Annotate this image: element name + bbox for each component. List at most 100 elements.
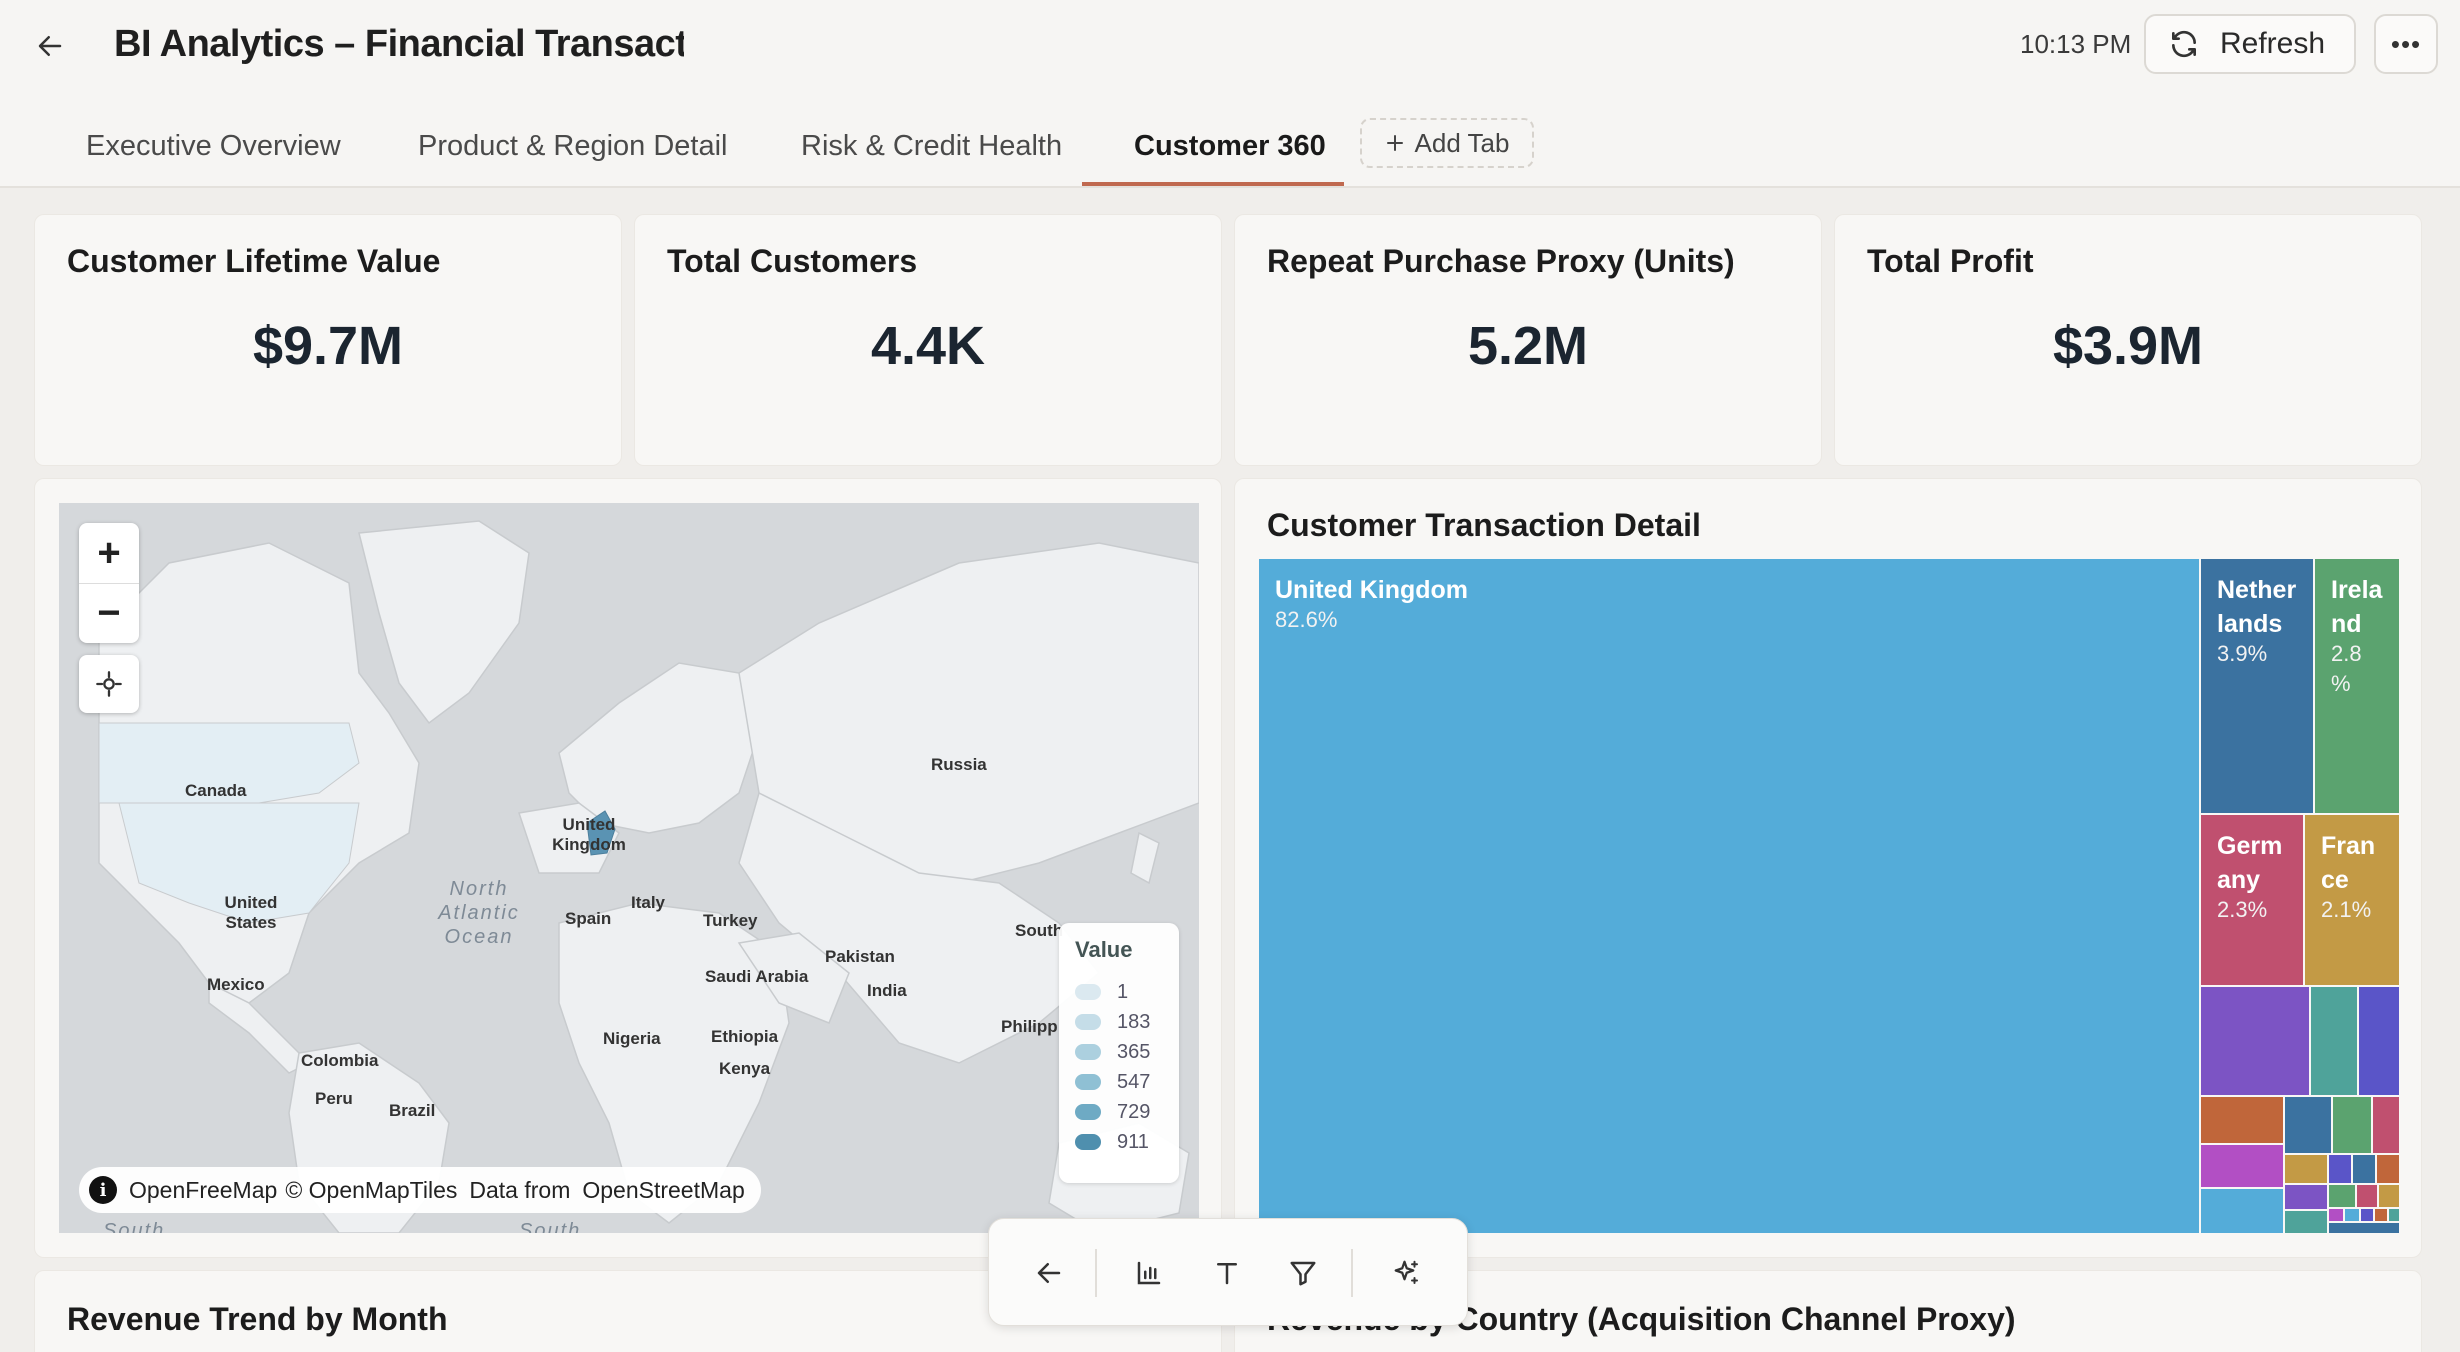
- treemap-cell-small[interactable]: [2285, 1097, 2331, 1153]
- crosshair-icon: [96, 671, 122, 697]
- map-legend: Value 1 183 365 547 729 911: [1059, 923, 1179, 1183]
- minus-icon: −: [97, 591, 121, 635]
- treemap-cell-small[interactable]: [2285, 1185, 2327, 1209]
- treemap-cell-small[interactable]: [2201, 1097, 2283, 1143]
- treemap-cell-pct: 2.8 %: [2331, 641, 2362, 696]
- locate-button[interactable]: [79, 655, 139, 713]
- treemap-cell-small[interactable]: [2359, 987, 2399, 1095]
- toolbar-back-button[interactable]: [1027, 1251, 1071, 1295]
- treemap-cell-ireland[interactable]: Irela nd 2.8 %: [2315, 559, 2399, 813]
- legend-swatch: [1075, 1014, 1101, 1030]
- toolbar-add-text-button[interactable]: [1205, 1251, 1249, 1295]
- map-card: + − Canada United States Mexico Colombia…: [34, 478, 1222, 1258]
- tab-customer-360[interactable]: Customer 360: [1134, 130, 1326, 162]
- add-tab-button[interactable]: Add Tab: [1360, 118, 1534, 168]
- legend-label: 365: [1117, 1040, 1151, 1063]
- treemap-cell-label: United Kingdom: [1275, 576, 1469, 604]
- map-label-south-1: South: [103, 1220, 166, 1233]
- map-label-russia: Russia: [931, 755, 987, 774]
- map-label-united-states: United States: [224, 893, 278, 932]
- filter-icon: [1290, 1261, 1316, 1286]
- toolbar-ai-button[interactable]: [1385, 1251, 1429, 1295]
- tab-product-region-detail[interactable]: Product & Region Detail: [418, 130, 728, 162]
- kpi-value: $9.7M: [252, 316, 404, 376]
- treemap-cell-small[interactable]: [2357, 1185, 2377, 1207]
- floating-toolbar: [988, 1218, 1468, 1326]
- treemap-cell-small[interactable]: [2201, 1145, 2283, 1187]
- map-label-spain: Spain: [565, 909, 612, 928]
- treemap-cell-small[interactable]: [2201, 987, 2309, 1095]
- zoom-in-button[interactable]: +: [79, 523, 139, 583]
- more-options-button[interactable]: •••: [2374, 14, 2438, 74]
- bar-chart-icon: [1137, 1261, 1161, 1285]
- treemap-cell-label: Nether lands: [2217, 576, 2297, 638]
- map-label-mexico: Mexico: [207, 975, 265, 994]
- attribution-openmaptiles-link[interactable]: © OpenMapTiles: [285, 1176, 458, 1203]
- treemap-cell-small[interactable]: [2345, 1209, 2359, 1221]
- treemap-cell-small[interactable]: [2329, 1223, 2399, 1233]
- choropleth-map[interactable]: + − Canada United States Mexico Colombia…: [59, 503, 1199, 1233]
- dashboard-title: BI Analytics – Financial Transaction: [114, 23, 684, 65]
- map-label-south-korea: South: [1015, 921, 1064, 940]
- tab-bar: Executive Overview Product & Region Deta…: [0, 112, 1600, 188]
- treemap-cell-small[interactable]: [2285, 1155, 2327, 1183]
- treemap-cell-united-kingdom[interactable]: United Kingdom 82.6%: [1259, 559, 2199, 1233]
- refresh-button[interactable]: Refresh: [2144, 14, 2356, 74]
- kpi-title: Total Profit: [1867, 243, 2034, 279]
- legend-item: 1: [1075, 977, 1163, 1007]
- treemap-cell-small[interactable]: [2377, 1155, 2399, 1183]
- treemap-cell-small[interactable]: [2375, 1209, 2387, 1221]
- treemap-cell-pct: 2.3%: [2217, 897, 2268, 922]
- map-label-ethiopia: Ethiopia: [711, 1027, 779, 1046]
- kpi-card-total-customers: Total Customers 4.4K: [634, 214, 1222, 466]
- legend-label: 729: [1117, 1100, 1151, 1123]
- info-icon[interactable]: i: [89, 1176, 117, 1204]
- attribution-osm-link[interactable]: OpenStreetMap: [582, 1176, 745, 1203]
- treemap-cell-small[interactable]: [2285, 1211, 2327, 1233]
- treemap-cell-small[interactable]: [2329, 1209, 2343, 1221]
- toolbar-separator: [1351, 1249, 1353, 1297]
- treemap-cell-small[interactable]: [2379, 1185, 2399, 1207]
- map-label-south-2: South: [519, 1220, 582, 1233]
- toolbar-add-chart-button[interactable]: [1127, 1251, 1171, 1295]
- tab-risk-credit-health[interactable]: Risk & Credit Health: [801, 130, 1063, 162]
- treemap-cell-netherlands[interactable]: Nether lands 3.9%: [2201, 559, 2313, 813]
- plus-icon: [1386, 135, 1403, 151]
- more-icon: •••: [2390, 28, 2422, 59]
- map-label-united-kingdom: United Kingdom: [552, 815, 626, 854]
- treemap-cell-small[interactable]: [2311, 987, 2357, 1095]
- top-bar: BI Analytics – Financial Transaction 10:…: [0, 0, 2460, 188]
- kpi-value: 4.4K: [870, 316, 986, 376]
- treemap-cell-small[interactable]: [2329, 1155, 2351, 1183]
- map-label-north-atlantic-ocean: North Atlantic Ocean: [438, 878, 520, 948]
- toolbar-filter-button[interactable]: [1281, 1251, 1325, 1295]
- treemap-cell-france[interactable]: Fran ce 2.1%: [2305, 815, 2399, 985]
- map-label-canada: Canada: [185, 781, 247, 800]
- map-label-philippines: Philipp: [1001, 1017, 1058, 1036]
- back-button[interactable]: [28, 24, 72, 68]
- treemap-cell-small[interactable]: [2201, 1189, 2283, 1233]
- map-label-india: India: [867, 981, 907, 1000]
- map-label-turkey: Turkey: [703, 911, 758, 930]
- legend-swatch: [1075, 1104, 1101, 1120]
- treemap-cell-small[interactable]: [2373, 1097, 2399, 1153]
- kpi-card-repeat-purchase-proxy: Repeat Purchase Proxy (Units) 5.2M: [1234, 214, 1822, 466]
- treemap-cell-small[interactable]: [2333, 1097, 2371, 1153]
- treemap-cell-small[interactable]: [2353, 1155, 2375, 1183]
- treemap-cell-small[interactable]: [2389, 1209, 2399, 1221]
- legend-label: 547: [1117, 1070, 1151, 1093]
- map-label-italy: Italy: [631, 893, 666, 912]
- toolbar-separator: [1095, 1249, 1097, 1297]
- map-label-saudi-arabia: Saudi Arabia: [705, 967, 809, 986]
- treemap-cell-germany[interactable]: Germ any 2.3%: [2201, 815, 2303, 985]
- active-tab-indicator: [1082, 182, 1344, 186]
- treemap-cell-small[interactable]: [2361, 1209, 2373, 1221]
- attribution-openfreemap-link[interactable]: OpenFreeMap: [129, 1176, 278, 1203]
- zoom-out-button[interactable]: −: [79, 583, 139, 643]
- arrow-left-icon: [38, 36, 62, 56]
- legend-title: Value: [1075, 937, 1133, 962]
- treemap-chart: United Kingdom 82.6% Nether lands 3.9% I…: [1259, 559, 2399, 1233]
- treemap-cell-small[interactable]: [2329, 1185, 2355, 1207]
- tab-executive-overview[interactable]: Executive Overview: [86, 130, 341, 162]
- treemap-title: Customer Transaction Detail: [1267, 507, 1701, 543]
